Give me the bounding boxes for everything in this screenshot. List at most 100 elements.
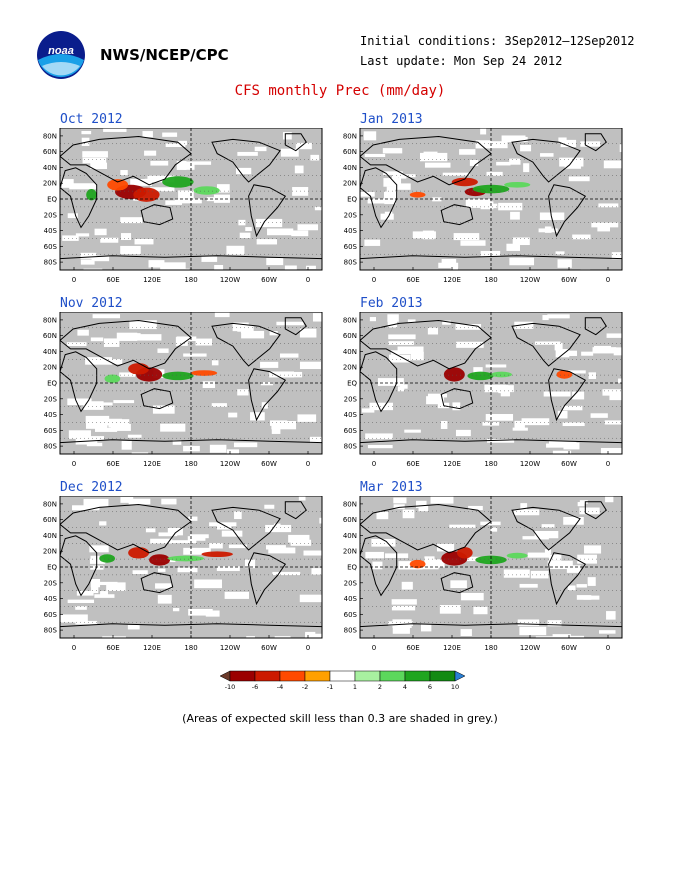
skill-patch xyxy=(397,386,405,392)
skill-patch xyxy=(183,161,195,170)
colorbar-level-label: -10 xyxy=(225,683,236,691)
precip-anomaly xyxy=(467,371,494,381)
skill-patch xyxy=(95,427,118,432)
coastline xyxy=(248,368,287,422)
skill-patch xyxy=(131,452,149,454)
skill-patch xyxy=(519,626,547,636)
lon-tick-label: 0 xyxy=(306,276,310,284)
skill-patch xyxy=(306,265,316,270)
skill-patch xyxy=(506,243,521,251)
lat-tick-label: 60N xyxy=(43,148,57,156)
skill-patch xyxy=(265,524,292,533)
colorbar-swatch xyxy=(404,670,431,682)
lat-tick-label: 20S xyxy=(44,211,58,219)
skill-patch xyxy=(527,552,551,558)
skill-patch xyxy=(224,591,249,599)
lat-tick-label: 60S xyxy=(44,611,58,619)
lon-tick-label: 120W xyxy=(520,644,540,652)
skill-patch xyxy=(598,203,619,208)
skill-patch xyxy=(100,237,119,243)
lat-tick-label: 80S xyxy=(344,627,358,635)
coastline xyxy=(440,572,474,594)
coastline xyxy=(60,623,322,638)
skill-patch xyxy=(160,262,186,270)
skill-patch xyxy=(167,527,183,536)
skill-patch xyxy=(402,509,415,519)
lon-tick-label: 0 xyxy=(372,644,376,652)
precip-anomaly xyxy=(409,559,426,569)
skill-patch xyxy=(419,152,448,162)
skill-patch xyxy=(280,148,299,157)
skill-patch xyxy=(579,500,588,504)
skill-patch xyxy=(127,434,142,438)
skill-patch xyxy=(438,262,459,268)
coastline xyxy=(140,388,174,410)
coastline xyxy=(548,368,587,422)
skill-patch xyxy=(554,342,563,351)
skill-patch xyxy=(76,590,94,596)
skill-patch xyxy=(389,354,411,363)
coastline xyxy=(584,501,607,520)
skill-patch xyxy=(75,233,90,237)
skill-patch xyxy=(498,202,523,211)
skill-patch xyxy=(609,394,622,401)
skill-patch xyxy=(226,245,245,255)
skill-patch xyxy=(176,161,187,170)
skill-patch xyxy=(274,636,291,638)
lat-tick-label: 20N xyxy=(343,548,357,556)
skill-patch xyxy=(563,517,584,525)
skill-patch xyxy=(178,190,194,199)
precip-anomaly xyxy=(99,554,116,563)
skill-patch xyxy=(299,328,317,338)
colorbar-level-label: 10 xyxy=(451,683,459,691)
skill-patch xyxy=(600,447,622,454)
coastline xyxy=(60,503,192,554)
lon-tick-label: 180 xyxy=(184,644,197,652)
skill-patch xyxy=(271,420,297,430)
lat-tick-label: 80N xyxy=(343,132,357,140)
lon-tick-label: 60E xyxy=(106,460,119,468)
skill-patch xyxy=(85,422,108,429)
coastline xyxy=(360,135,492,186)
skill-patch xyxy=(276,321,304,326)
lon-tick-label: 60E xyxy=(406,460,419,468)
skill-patch xyxy=(67,213,78,219)
panel-title: Oct 2012 xyxy=(60,112,123,127)
skill-patch xyxy=(580,141,601,147)
lon-tick-label: 0 xyxy=(306,644,310,652)
lat-tick-label: EQ xyxy=(347,564,357,572)
skill-patch xyxy=(299,594,322,603)
precip-anomaly xyxy=(556,370,573,379)
lat-tick-label: 80S xyxy=(344,443,358,451)
coastline xyxy=(360,255,622,270)
colorbar-level-label: -6 xyxy=(252,683,258,691)
coastline xyxy=(511,506,581,551)
lat-tick-label: 20N xyxy=(343,364,357,372)
skill-patch xyxy=(557,635,585,638)
lon-tick-label: 60W xyxy=(261,644,277,652)
skill-patch xyxy=(214,264,224,270)
skill-patch xyxy=(521,418,550,426)
precip-anomaly xyxy=(149,554,171,566)
colorbar-swatch xyxy=(329,670,356,682)
lon-tick-label: 120W xyxy=(520,460,540,468)
skill-patch xyxy=(562,422,585,427)
lat-tick-label: 80N xyxy=(343,316,357,324)
skill-patch xyxy=(188,608,213,616)
skill-patch xyxy=(606,611,616,620)
skill-patch xyxy=(250,412,265,421)
skill-patch xyxy=(228,544,247,549)
skill-patch xyxy=(94,228,107,236)
skill-patch xyxy=(377,378,404,386)
skill-patch xyxy=(450,266,458,270)
skill-patch xyxy=(177,567,198,573)
skill-patch xyxy=(485,364,507,368)
skill-patch xyxy=(422,230,435,240)
skill-patch xyxy=(544,549,551,555)
lon-tick-label: 60W xyxy=(261,276,277,284)
skill-patch xyxy=(309,436,322,443)
skill-patch xyxy=(298,496,306,501)
last-update: Last update: Mon Sep 24 2012 xyxy=(360,54,563,68)
skill-patch xyxy=(172,608,180,612)
skill-patch xyxy=(469,159,479,166)
